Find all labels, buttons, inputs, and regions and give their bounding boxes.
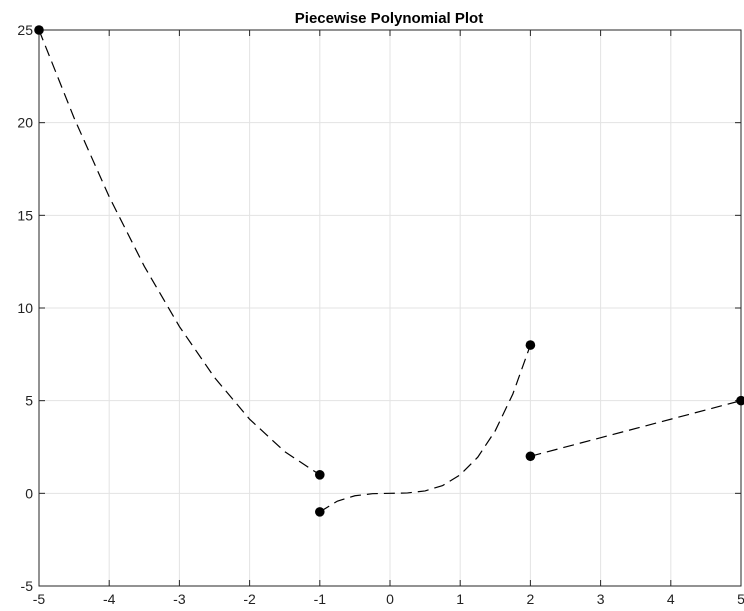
x-tick-label: 3 [597,591,605,607]
x-tick-label: 1 [456,591,464,607]
y-tick-label: 10 [17,300,33,316]
y-tick-label: 20 [17,115,33,131]
x-tick-label: -5 [33,591,46,607]
data-point-marker [315,470,325,480]
series-lines [38,29,742,513]
y-tick-label: -5 [21,578,34,594]
x-tick-label: -2 [243,591,256,607]
data-point-marker [34,25,44,35]
series-line-3 [530,400,742,457]
data-markers [34,25,744,517]
tick-labels: -5 -4 -3 -2 -1 0 1 2 3 4 5 -5 0 5 10 15 20 25 [17,22,744,607]
x-tick-label: 5 [737,591,744,607]
series-line-1 [38,29,321,476]
y-tick-label: 5 [25,393,33,409]
x-tick-label: -1 [314,591,327,607]
data-point-marker [525,451,536,462]
data-point-marker [736,395,744,406]
x-tick-label: 0 [386,591,394,607]
grid [38,29,742,587]
x-tick-label: 2 [527,591,535,607]
chart-title: Piecewise Polynomial Plot [295,10,483,27]
data-point-marker [315,507,325,517]
x-tick-label: -4 [103,591,116,607]
data-point-marker [525,340,536,350]
y-tick-label: 15 [17,207,33,223]
series-line-2 [319,344,531,513]
y-tick-label: 0 [25,485,33,501]
x-tick-label: -3 [173,591,186,607]
y-tick-label: 25 [17,22,33,38]
x-tick-label: 4 [667,591,675,607]
